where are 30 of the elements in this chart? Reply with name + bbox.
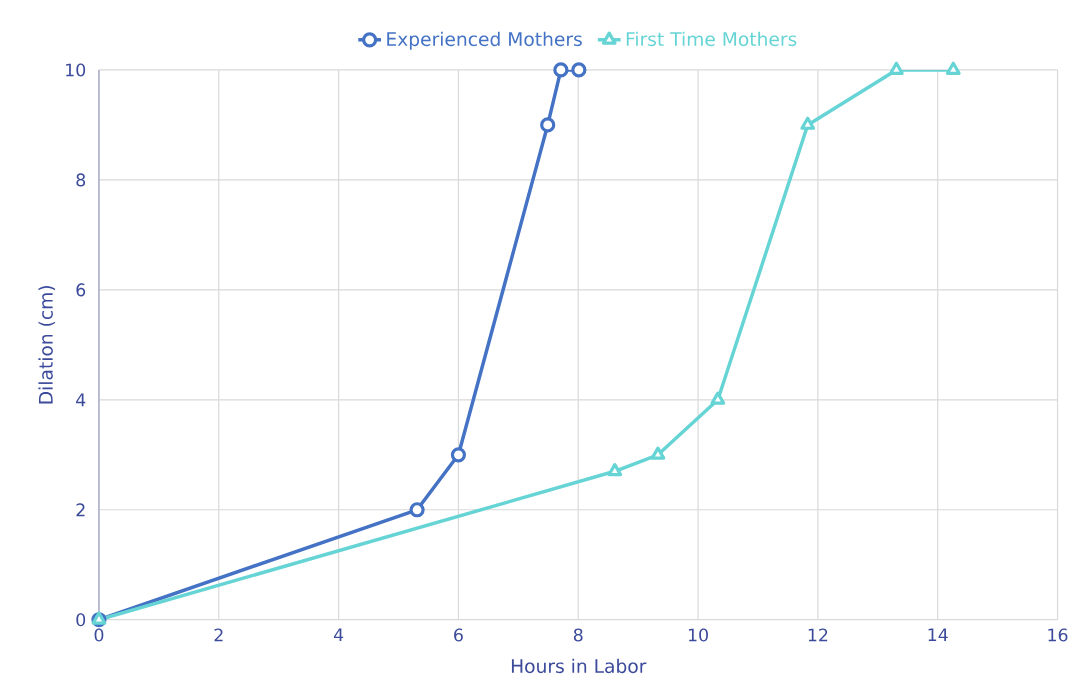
x-tick-label: 6	[454, 628, 463, 642]
point	[710, 391, 726, 405]
x-tick-label: 14	[928, 628, 948, 642]
point	[889, 61, 904, 76]
y-tick-label: 6	[76, 283, 86, 297]
point	[553, 62, 569, 78]
x-tick-label: 16	[1048, 628, 1068, 642]
x-axis-title: Hours in Labor	[511, 658, 647, 674]
x-tick-label: 12	[808, 628, 828, 642]
point	[450, 447, 467, 463]
point	[945, 61, 961, 76]
point	[409, 502, 425, 518]
y-tick-label: 2	[76, 503, 85, 517]
x-tick-label: 4	[333, 628, 344, 642]
x-tick-label: 10	[688, 628, 708, 642]
point	[800, 116, 816, 131]
point	[650, 446, 666, 460]
x-tick-label: 8	[573, 628, 583, 642]
legend-label: First Time Mothers	[626, 31, 797, 47]
point	[571, 62, 587, 78]
y-axis-title: Dilation (cm)	[38, 286, 56, 404]
y-tick-label: 8	[76, 173, 86, 187]
x-tick-label: 0	[94, 628, 104, 642]
x-tick-label: 2	[214, 628, 223, 642]
legend-label: Experienced Mothers	[387, 31, 582, 50]
y-tick-label: 10	[66, 63, 86, 77]
y-tick-label: 4	[76, 393, 86, 407]
y-tick-label: 0	[76, 613, 86, 627]
point	[607, 463, 623, 477]
point	[540, 117, 556, 133]
